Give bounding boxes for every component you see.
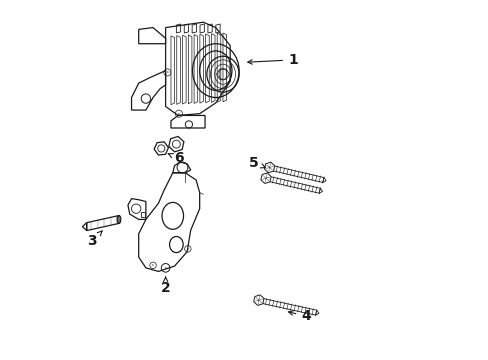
Polygon shape <box>322 177 325 183</box>
Text: 5: 5 <box>249 156 264 170</box>
Text: c: c <box>166 71 168 75</box>
Text: 1: 1 <box>247 53 297 67</box>
Text: 4: 4 <box>288 309 310 323</box>
Text: c: c <box>164 266 166 270</box>
Polygon shape <box>264 162 274 173</box>
Text: 3: 3 <box>87 231 102 248</box>
Text: 6: 6 <box>168 152 183 166</box>
Text: c: c <box>177 112 180 116</box>
Text: c: c <box>186 247 188 251</box>
Polygon shape <box>253 295 264 305</box>
Polygon shape <box>315 310 318 315</box>
Text: 2: 2 <box>161 277 170 294</box>
Polygon shape <box>260 173 271 184</box>
Text: c: c <box>152 264 154 267</box>
Polygon shape <box>319 188 322 193</box>
